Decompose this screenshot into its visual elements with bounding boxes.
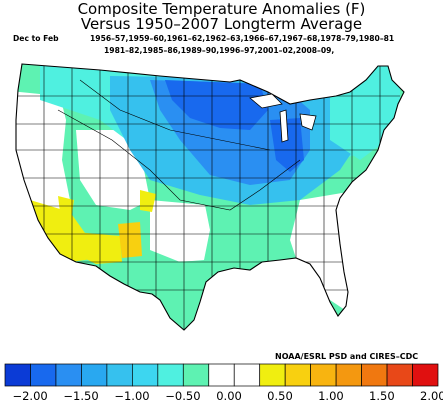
region-nevada-yellow [58, 196, 74, 214]
us-outline [15, 63, 405, 331]
season-label: Dec to Feb [13, 34, 59, 43]
legend-swatch [412, 363, 439, 387]
legend-swatch [310, 363, 337, 387]
region-new-mexico-orange [118, 222, 142, 258]
lake-huron [299, 113, 317, 131]
composite-years-line-1: 1956–57,1959–60,1961–62,1962–63,1966–67,… [90, 34, 395, 43]
legend-swatch [284, 363, 311, 387]
legend-tick-label: −2.00 [12, 389, 48, 402]
legend-tick-label: −1.00 [114, 389, 150, 402]
legend-swatch [106, 363, 133, 387]
legend-swatch [208, 363, 235, 387]
legend-tick-label: 1.50 [369, 389, 395, 402]
region-arizona-yellow [76, 232, 122, 264]
legend-swatch [30, 363, 57, 387]
region-northeast-cyan [330, 70, 400, 160]
lake-michigan [279, 109, 289, 143]
legend-tick-label: 2.00 [420, 389, 443, 402]
legend-tick-label: 0.50 [267, 389, 293, 402]
legend-swatch [55, 363, 82, 387]
legend-tick-label: −1.50 [63, 389, 99, 402]
map-title: Composite Temperature Anomalies (F) [77, 0, 366, 18]
legend-swatch [182, 363, 210, 387]
legend-tick-label: 0.00 [216, 389, 242, 402]
data-credit: NOAA/ESRL PSD and CIRES–CDC [275, 352, 419, 361]
region-great-lakes-strong-blue [270, 118, 304, 172]
legend-swatch [259, 363, 286, 387]
legend-swatch [386, 363, 413, 387]
legend-swatch [233, 363, 261, 387]
legend-swatch [4, 363, 31, 387]
map-subtitle: Versus 1950–2007 Longterm Average [80, 15, 363, 33]
legend-tick-label: −0.50 [165, 389, 201, 402]
region-southern-plains-white [150, 200, 210, 262]
legend-swatch [361, 363, 388, 387]
legend-swatch [335, 363, 362, 387]
legend-tick-label: 1.00 [318, 389, 344, 402]
composite-years-line-2: 1981–82,1985–86,1989–90,1996–97,2001–02,… [104, 46, 335, 55]
region-minnesota-strong-blue [165, 80, 268, 130]
region-colorado-yellow [140, 190, 156, 212]
legend-swatch [157, 363, 184, 387]
lake-superior [249, 93, 283, 109]
color-scale-legend [4, 363, 439, 387]
legend-swatch [132, 363, 159, 387]
legend-swatch [81, 363, 108, 387]
